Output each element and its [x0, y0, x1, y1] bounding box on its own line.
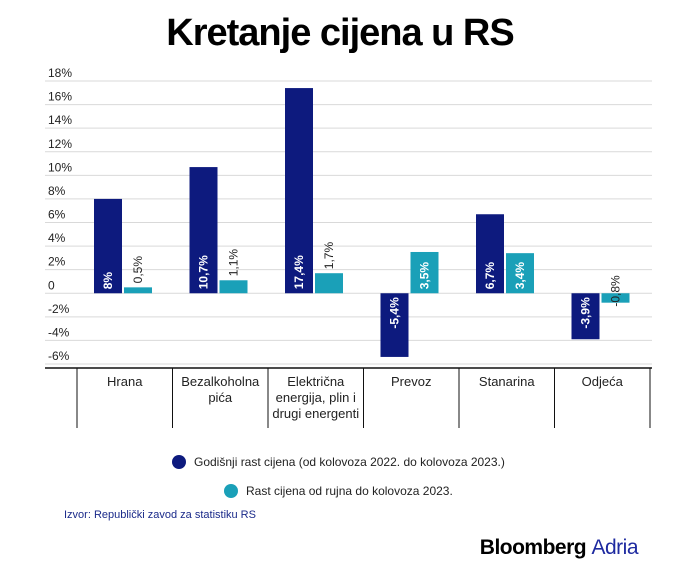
y-tick-label: -6%: [48, 349, 70, 363]
bar-monthly: [506, 253, 534, 294]
category-label: Hrana: [107, 374, 143, 389]
y-tick-label: 6%: [48, 208, 66, 222]
y-tick-label: -4%: [48, 325, 70, 339]
y-tick-label: 2%: [48, 255, 66, 269]
y-tick-label: 8%: [48, 184, 66, 198]
brand-part1: Bloomberg: [479, 536, 587, 559]
bar-label-monthly: 1,7%: [322, 242, 336, 270]
category-label: Električna energija, plin i drugi energent…: [272, 374, 359, 421]
y-tick-label: 18%: [48, 66, 72, 80]
bar-monthly: [601, 293, 630, 303]
bar-label-annual: 8%: [101, 272, 115, 290]
bar-label-monthly: 1,1%: [227, 249, 241, 277]
legend-swatch-monthly: [224, 484, 238, 498]
category-label-line: Stanarina: [479, 374, 535, 389]
chart-title: Kretanje cijena u RS: [166, 12, 514, 54]
bar-annual: [571, 293, 600, 340]
legend-swatch-annual: [172, 455, 186, 469]
y-tick-label: 12%: [48, 137, 72, 151]
y-tick-label: 10%: [48, 160, 72, 174]
y-tick-label: -2%: [48, 302, 70, 316]
bar-annual: [189, 167, 218, 294]
category-label-line: energija, plin i: [276, 390, 356, 405]
category-label: Bezalkoholna pića: [181, 374, 260, 405]
bar-annual: [476, 214, 504, 294]
y-tick-label: 0: [48, 278, 55, 292]
category-label-line: Odjeća: [582, 374, 624, 389]
source-note: Izvor: Republički zavod za statistiku RS: [64, 509, 256, 521]
category-label-line: pića: [208, 390, 233, 405]
bar-monthly: [124, 287, 152, 294]
category-label-line: Hrana: [107, 374, 143, 389]
category-label-line: Prevoz: [391, 374, 431, 389]
brand-part2: Adria: [591, 536, 638, 559]
bar-label-monthly: 3,5%: [418, 262, 432, 290]
bar-label-monthly: 3,4%: [513, 262, 527, 290]
bar-label-annual: -5,4%: [388, 297, 402, 329]
y-tick-label: 4%: [48, 231, 66, 245]
bar-annual: [380, 293, 409, 357]
category-label: Stanarina: [479, 374, 535, 389]
y-tick-label: 14%: [48, 113, 72, 127]
bar-annual: [285, 88, 313, 294]
bar-monthly: [219, 280, 248, 294]
brand-logo: Bloomberg Adria: [479, 536, 639, 560]
bar-label-monthly: -0,8%: [609, 275, 623, 307]
category-label-line: Električna: [287, 374, 345, 389]
bar-label-annual: 6,7%: [483, 262, 497, 290]
category-label: Prevoz: [391, 374, 431, 389]
legend-item-monthly: Rast cijena od rujna do kolovoza 2023.: [224, 484, 453, 498]
legend-label-annual: Godišnji rast cijena (od kolovoza 2022. …: [194, 455, 505, 469]
category-label-line: drugi energenti: [272, 406, 359, 421]
category-label-line: Bezalkoholna: [181, 374, 260, 389]
bar-annual: [94, 198, 122, 294]
bar-monthly: [410, 251, 439, 294]
bar-label-monthly: 0,5%: [131, 256, 145, 284]
bar-label-annual: -3,9%: [579, 297, 593, 329]
legend-label-monthly: Rast cijena od rujna do kolovoza 2023.: [246, 484, 453, 498]
bar-label-annual: 10,7%: [197, 255, 211, 289]
bar-monthly: [315, 273, 343, 294]
category-label: Odjeća: [582, 374, 624, 389]
y-tick-label: 16%: [48, 90, 72, 104]
legend-item-annual: Godišnji rast cijena (od kolovoza 2022. …: [172, 455, 505, 469]
bar-label-annual: 17,4%: [292, 255, 306, 289]
